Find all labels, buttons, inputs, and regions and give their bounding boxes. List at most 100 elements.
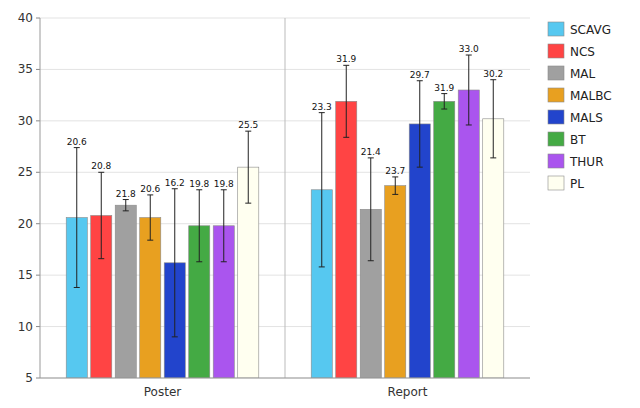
legend-label: MALBC [570, 89, 612, 103]
error-line [199, 190, 200, 262]
error-cap [343, 65, 349, 66]
error-line [468, 55, 469, 125]
legend-swatch [548, 66, 564, 80]
grid-line [40, 378, 530, 379]
data-label: 20.6 [140, 184, 160, 194]
group-divider [285, 18, 286, 378]
plot-area [66, 55, 504, 378]
y-tick-label: 15 [18, 268, 33, 282]
error-cap [490, 79, 496, 80]
data-label: 33.0 [459, 44, 479, 54]
legend-swatch [548, 22, 564, 36]
bar [115, 205, 136, 378]
bar [483, 119, 504, 378]
bar [434, 101, 455, 378]
x-tick-label: Report [388, 385, 428, 399]
error-bar [466, 55, 472, 125]
error-cap [221, 189, 227, 190]
error-bar [368, 158, 374, 261]
y-tick [36, 120, 40, 121]
error-bar [221, 190, 227, 262]
error-cap [343, 137, 349, 138]
legend-swatch [548, 154, 564, 168]
y-tick-label: 5 [25, 371, 33, 385]
legend-label: PL [570, 177, 584, 191]
error-bar [319, 113, 325, 267]
legend-swatch [548, 176, 564, 190]
error-cap [441, 109, 447, 110]
error-cap [196, 261, 202, 262]
error-line [370, 158, 371, 261]
error-line [174, 189, 175, 337]
error-bar [343, 65, 349, 137]
y-tick [36, 172, 40, 173]
data-labels: 20.6 23.3 20.8 31.9 21.8 21.4 20.6 23.7 16.2 29.7… [67, 44, 504, 199]
data-label: 21.4 [361, 147, 381, 157]
y-tick [36, 223, 40, 224]
error-bar [123, 200, 129, 211]
error-line [76, 148, 77, 288]
grid [40, 18, 530, 378]
legend-swatch [548, 110, 564, 124]
y-tick [36, 326, 40, 327]
x-axis [40, 378, 530, 379]
y-tick-label: 25 [18, 165, 33, 179]
error-bar [74, 148, 80, 288]
error-cap [123, 199, 129, 200]
error-line [419, 81, 420, 167]
legend-swatch [548, 88, 564, 102]
legend-swatch [548, 44, 564, 58]
error-bar [172, 189, 178, 337]
error-line [346, 65, 347, 137]
error-line [493, 80, 494, 158]
error-cap [98, 172, 104, 173]
error-line [101, 172, 102, 258]
error-bar [490, 80, 496, 158]
data-label: 19.8 [214, 179, 234, 189]
bar [385, 186, 406, 378]
data-label: 16.2 [165, 178, 185, 188]
error-cap [98, 258, 104, 259]
y-axis [40, 18, 41, 378]
error-cap [319, 266, 325, 267]
error-cap [245, 131, 251, 132]
error-cap [368, 157, 374, 158]
y-tick-label: 10 [18, 320, 33, 334]
error-bar [147, 195, 153, 240]
error-line [248, 131, 249, 203]
data-label: 23.3 [312, 102, 332, 112]
error-line [125, 200, 126, 211]
data-label: 31.9 [336, 54, 356, 64]
error-line [321, 113, 322, 267]
error-bar [441, 94, 447, 109]
error-cap [221, 261, 227, 262]
error-line [150, 195, 151, 240]
error-cap [172, 336, 178, 337]
error-cap [245, 203, 251, 204]
error-bar [245, 131, 251, 203]
legend-label: SCAVG [570, 23, 611, 37]
error-cap [441, 93, 447, 94]
error-cap [417, 80, 423, 81]
legend-label: NCS [570, 45, 595, 59]
data-label: 29.7 [410, 70, 430, 80]
legend-label: BT [570, 133, 586, 147]
error-bar [98, 172, 104, 258]
data-label: 21.8 [116, 189, 136, 199]
legend-label: MAL [570, 67, 596, 81]
error-cap [392, 194, 398, 195]
error-cap [74, 287, 80, 288]
legend-label: MALS [570, 111, 603, 125]
chart: 51015202530354020.623.320.831.921.821.42… [0, 0, 640, 408]
legend-swatch [548, 132, 564, 146]
error-cap [172, 188, 178, 189]
data-label: 20.6 [67, 137, 87, 147]
y-tick-label: 30 [18, 114, 33, 128]
data-label: 20.8 [91, 161, 111, 171]
error-bar [196, 190, 202, 262]
data-label: 23.7 [385, 166, 405, 176]
data-label: 25.5 [238, 120, 258, 130]
data-label: 31.9 [434, 83, 454, 93]
data-label: 19.8 [189, 179, 209, 189]
data-label: 30.2 [483, 69, 503, 79]
